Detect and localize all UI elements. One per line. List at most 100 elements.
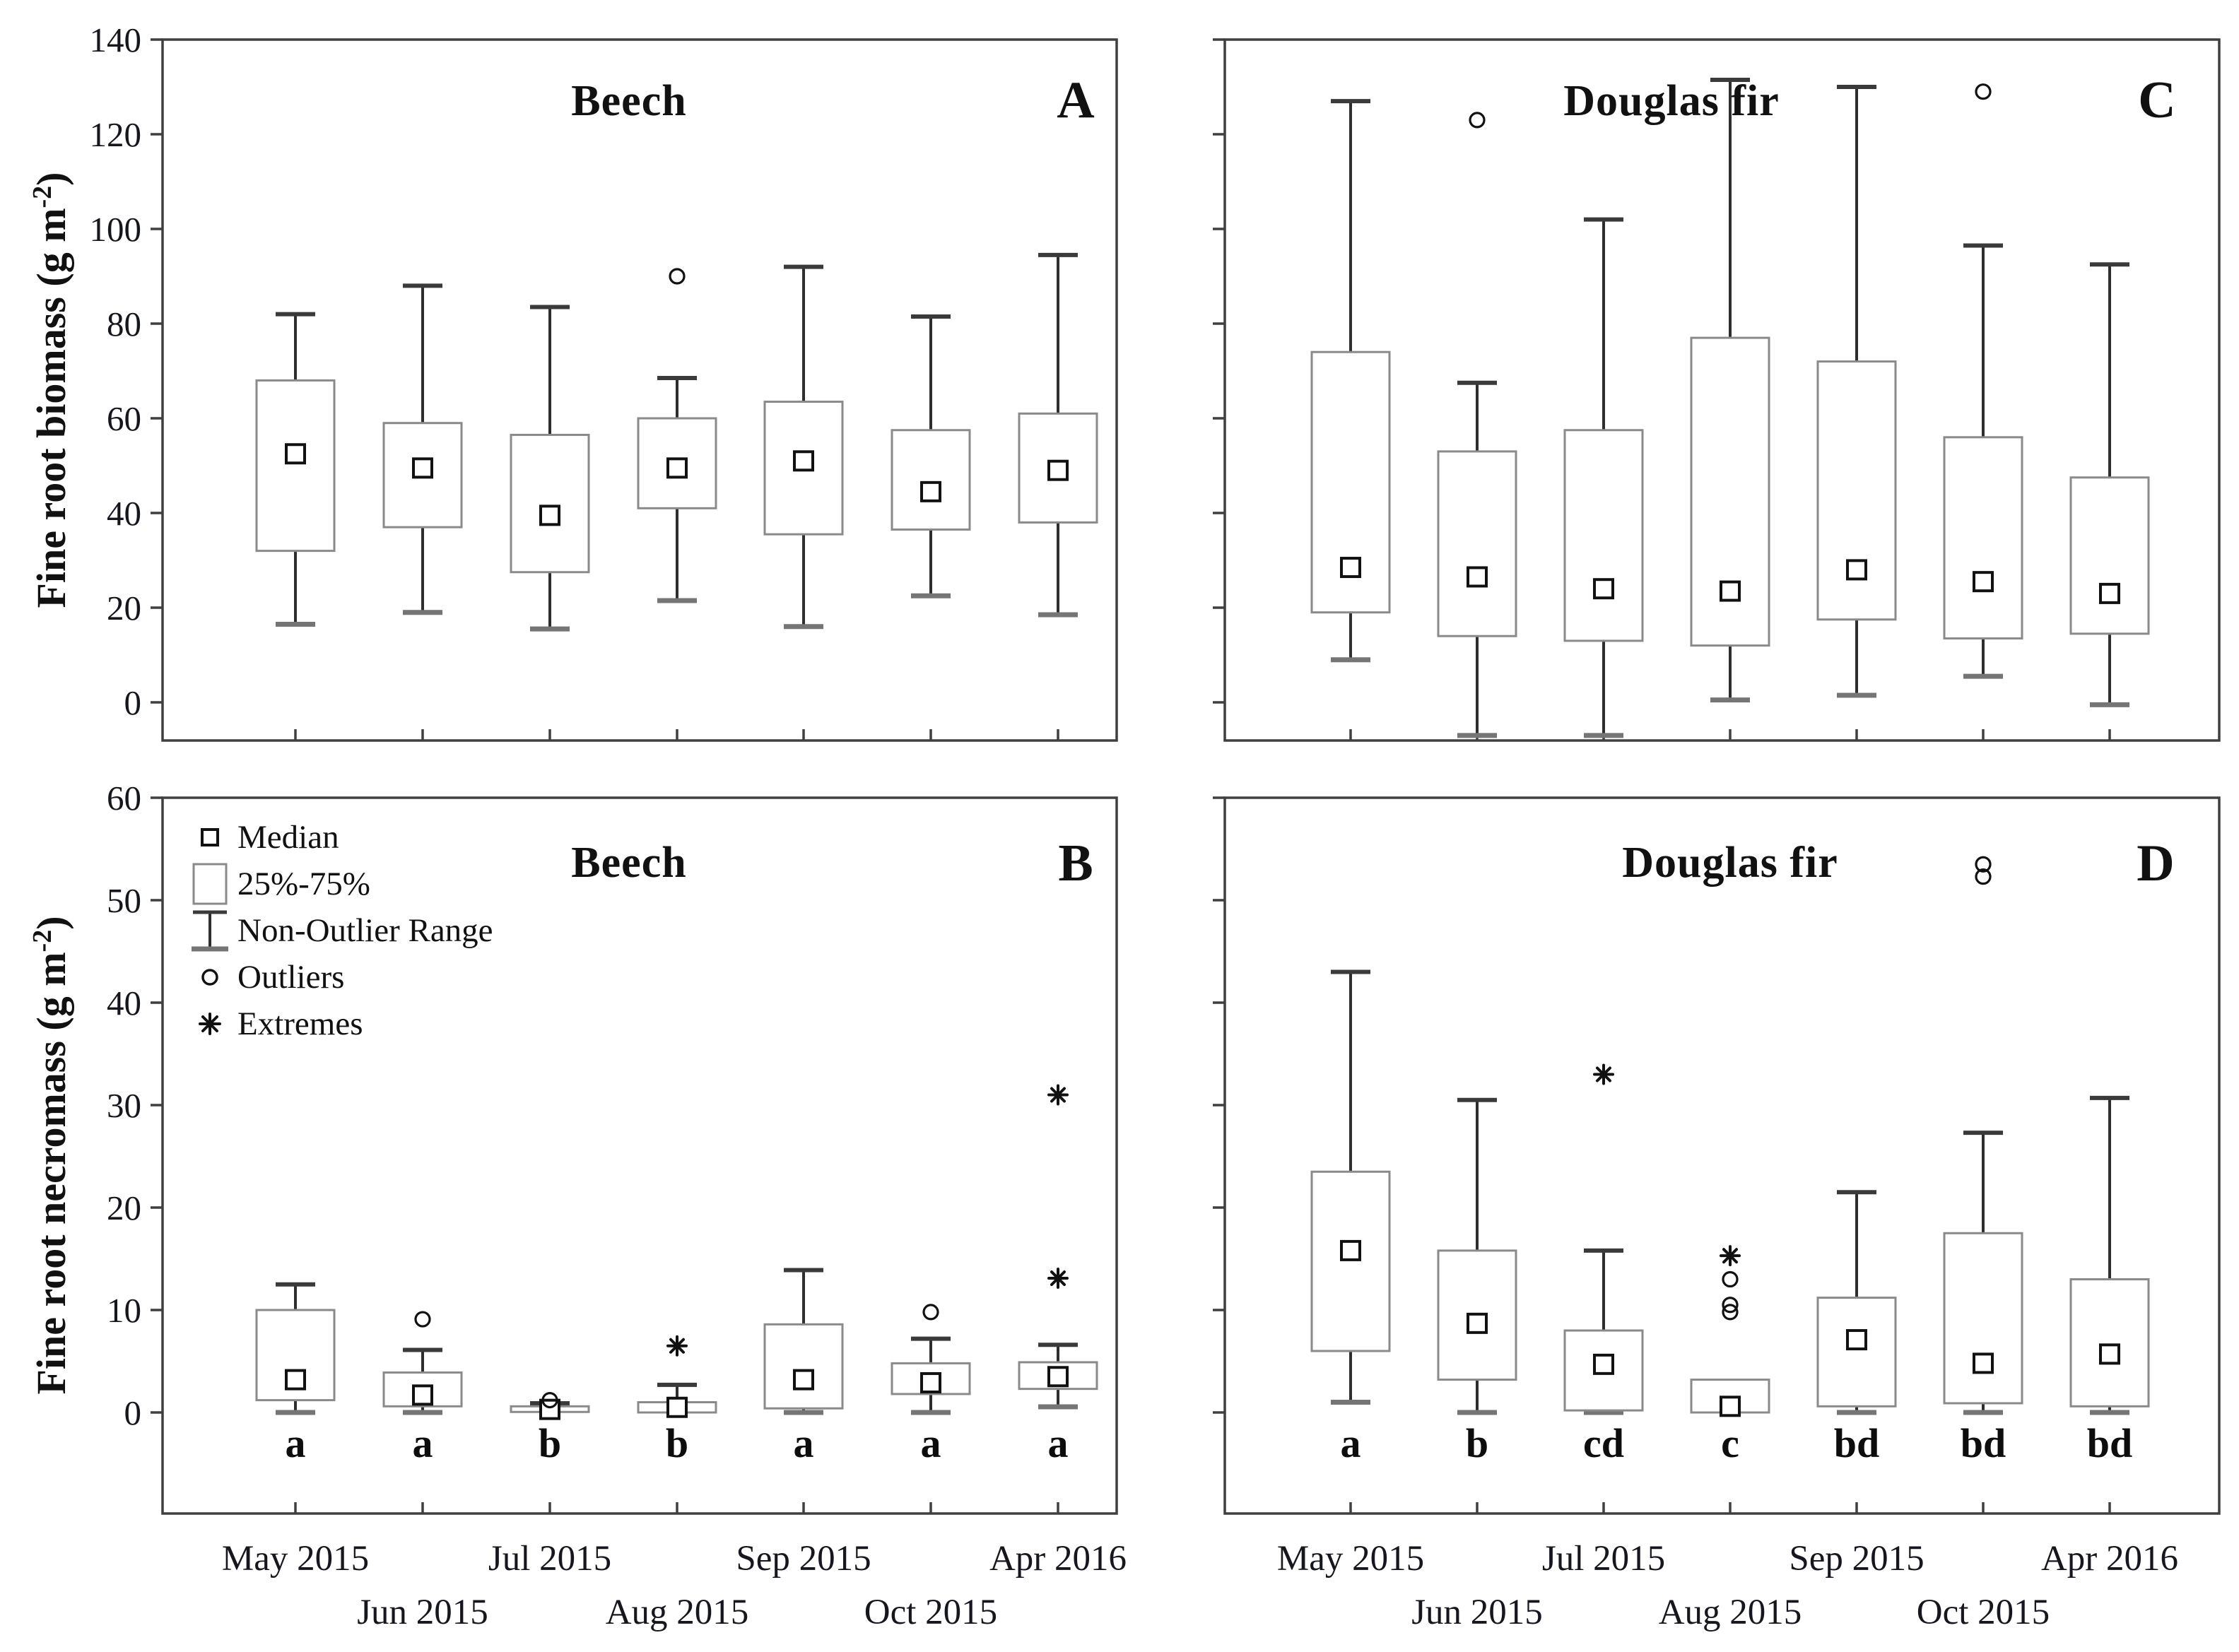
panel-D-x-tick-label-Jun-2015: Jun 2015 [1411, 1593, 1543, 1632]
panel-B-significance-letter-Jul-2015: b [539, 1420, 561, 1466]
y-axis-title-biomass-text: Fine root biomass (g m [28, 208, 75, 608]
panel-B-significance-letter-Jun-2015: a [413, 1420, 433, 1466]
panel-D-significance-letter-Aug-2015: c [1721, 1420, 1739, 1466]
legend-row-range: Non-Outlier Range [182, 907, 493, 954]
panel-A-y-tick-label: 120 [90, 115, 142, 154]
panel-letter-B: B [1058, 834, 1093, 892]
panel-C-iqr-box-Jul-2015 [1563, 429, 1644, 642]
panel-D-outlier-marker-Aug-2015 [1722, 1304, 1739, 1321]
y-axis-title-necromass-sup: -2 [27, 929, 57, 952]
y-axis-title-biomass-close: ) [28, 172, 75, 186]
panel-D-outlier-marker-Oct-2015 [1975, 856, 1992, 873]
panel-B-outlier-marker-Jun-2015 [414, 1311, 431, 1328]
panel-B-y-tick-label: 0 [124, 1393, 142, 1432]
extreme-asterisk-icon [182, 1008, 237, 1039]
panel-D-outlier-marker-Aug-2015 [1722, 1297, 1739, 1314]
panel-D-significance-letter-Sep-2015: bd [1834, 1420, 1880, 1466]
panel-C-iqr-box-Apr-2016 [2069, 476, 2150, 635]
panel-D-x-tick-label-May-2015: May 2015 [1277, 1539, 1424, 1579]
panel-C-outlier-marker-Oct-2015 [1975, 83, 1992, 100]
panel-B-y-tick-label: 20 [107, 1188, 141, 1227]
panel-C-iqr-box-Oct-2015 [1943, 436, 2023, 640]
panel-B-median-marker-Sep-2015 [793, 1369, 814, 1391]
panel-B-median-marker-May-2015 [285, 1369, 306, 1391]
panel-D-outlier-marker-Aug-2015 [1722, 1270, 1739, 1288]
panel-C-iqr-box-Sep-2015 [1816, 360, 1897, 621]
panel-B-median-marker-Jun-2015 [412, 1384, 433, 1406]
iqr-box-icon [182, 862, 237, 906]
panel-B-significance-letter-Apr-2016: a [1048, 1420, 1069, 1466]
panel-title-douglasfir-biomass: Douglas fir [1563, 77, 1780, 125]
panel-B-y-tick-label: 10 [107, 1291, 141, 1330]
y-axis-title-necromass: Fine root necromass (g m-2) [27, 916, 75, 1394]
legend-row-iqr: 25%-75% [182, 861, 493, 907]
panel-A-y-tick-label: 80 [107, 305, 141, 343]
panel-A-y-tick-label: 0 [124, 683, 142, 722]
panel-B-iqr-box-Sep-2015 [763, 1323, 844, 1410]
y-axis-title-necromass-close: ) [28, 916, 75, 930]
panel-D-extreme-marker-Aug-2015 [1720, 1245, 1741, 1267]
panel-D-significance-letter-May-2015: a [1341, 1420, 1361, 1466]
panel-A-y-tick-label: 20 [107, 589, 141, 627]
legend-row-extremes: Extremes [182, 1001, 493, 1047]
panel-D-median-marker-May-2015 [1340, 1239, 1361, 1261]
panel-C-median-marker-Apr-2016 [2099, 582, 2120, 604]
non-outlier-range-icon [182, 907, 237, 954]
panel-C-median-marker-May-2015 [1340, 557, 1361, 579]
panel-B-border [161, 796, 1118, 1515]
panel-C-outlier-marker-Jun-2015 [1469, 112, 1486, 129]
panel-A-outlier-marker-Aug-2015 [669, 268, 686, 285]
panel-B-extreme-marker-Apr-2016 [1047, 1084, 1069, 1106]
legend-row-outliers: Outliers [182, 954, 493, 1001]
panel-D-significance-letter-Oct-2015: bd [1961, 1420, 2006, 1466]
panel-B-extreme-marker-Apr-2016 [1047, 1268, 1069, 1290]
panel-B-significance-letter-May-2015: a [286, 1420, 306, 1466]
legend: Median 25%-75% Non-Outlier Range Outlier… [182, 814, 493, 1047]
outlier-circle-icon [182, 962, 237, 993]
panel-B-x-tick-label-Oct-2015: Oct 2015 [864, 1593, 997, 1632]
panel-D-x-tick-label-Jul-2015: Jul 2015 [1542, 1539, 1665, 1579]
panel-A-median-marker-Oct-2015 [920, 480, 941, 502]
panel-B-outlier-marker-Oct-2015 [922, 1304, 939, 1321]
panel-B-significance-letter-Aug-2015: b [666, 1420, 688, 1466]
panel-D-extreme-marker-Jul-2015 [1593, 1063, 1614, 1085]
panel-A-y-tick-label: 100 [90, 210, 142, 249]
panel-B-significance-letter-Sep-2015: a [794, 1420, 814, 1466]
panel-D-iqr-box-Oct-2015 [1943, 1232, 2023, 1405]
panel-letter-A: A [1057, 71, 1095, 129]
legend-label-range: Non-Outlier Range [237, 912, 493, 949]
panel-A-y-tick-label: 140 [90, 20, 142, 59]
panel-D-outlier-marker-Oct-2015 [1975, 868, 1992, 885]
panel-B-x-tick-label-Jun-2015: Jun 2015 [357, 1593, 488, 1632]
panel-D-median-marker-Oct-2015 [1973, 1352, 1994, 1374]
panel-C-median-marker-Jul-2015 [1593, 578, 1614, 600]
panel-D-x-tick-label-Sep-2015: Sep 2015 [1789, 1539, 1924, 1579]
panel-B-x-tick-label-May-2015: May 2015 [222, 1539, 369, 1579]
panel-B-x-tick-label-Aug-2015: Aug 2015 [606, 1593, 749, 1632]
panel-letter-C: C [2138, 71, 2176, 129]
panel-A-iqr-box-Jul-2015 [510, 433, 590, 574]
panel-letter-D: D [2137, 834, 2175, 892]
panel-D-x-tick-label-Aug-2015: Aug 2015 [1659, 1593, 1802, 1632]
panel-B-x-tick-label-Apr-2016: Apr 2016 [989, 1539, 1127, 1579]
panel-title-beech-necromass: Beech [571, 839, 687, 887]
panel-A-median-marker-Sep-2015 [793, 450, 814, 472]
median-square-icon [182, 822, 237, 853]
panel-D-iqr-box-Apr-2016 [2069, 1278, 2150, 1408]
y-axis-title-biomass: Fine root biomass (g m-2) [27, 172, 75, 608]
panel-B-x-tick-label-Jul-2015: Jul 2015 [488, 1539, 611, 1579]
panel-C-median-marker-Aug-2015 [1720, 580, 1741, 602]
panel-D-iqr-box-May-2015 [1310, 1170, 1391, 1352]
legend-label-median: Median [237, 819, 339, 856]
panel-A-median-marker-Aug-2015 [666, 457, 688, 479]
panel-D-significance-letter-Jul-2015: cd [1583, 1420, 1624, 1466]
panel-B-median-marker-Aug-2015 [666, 1396, 688, 1418]
panel-B-extreme-marker-Aug-2015 [666, 1335, 688, 1357]
panel-D-median-marker-Jul-2015 [1593, 1353, 1614, 1375]
panel-C-median-marker-Oct-2015 [1973, 571, 1994, 593]
panel-A-median-marker-Jun-2015 [412, 457, 433, 479]
panel-D-x-tick-label-Oct-2015: Oct 2015 [1917, 1593, 2050, 1632]
panel-C-border [1223, 38, 2221, 742]
panel-title-douglasfir-necromass: Douglas fir [1622, 839, 1838, 887]
panel-A-median-marker-May-2015 [285, 443, 306, 465]
